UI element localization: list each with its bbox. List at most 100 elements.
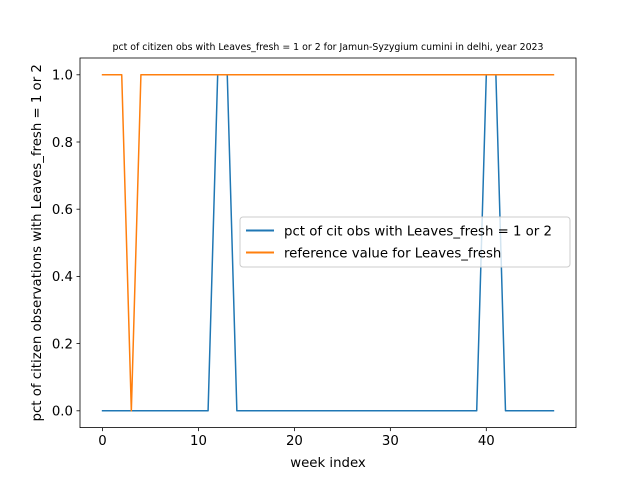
data-point	[476, 410, 478, 412]
data-point	[246, 410, 248, 412]
x-axis-label: week index	[290, 456, 366, 471]
y-tick-label: 0.2	[52, 337, 73, 352]
data-point	[303, 74, 305, 76]
data-point	[361, 410, 363, 412]
data-point	[438, 410, 440, 412]
data-point	[159, 410, 161, 412]
chart-title: pct of citizen obs with Leaves_fresh = 1…	[113, 42, 544, 53]
data-point	[102, 410, 104, 412]
data-point	[236, 74, 238, 76]
data-point	[131, 410, 133, 412]
x-tick-label: 30	[382, 434, 399, 449]
data-point	[361, 74, 363, 76]
data-point	[390, 410, 392, 412]
data-point	[418, 410, 420, 412]
data-point	[188, 410, 190, 412]
data-point	[485, 74, 487, 76]
legend-box	[239, 216, 571, 268]
plot-frame	[79, 57, 577, 429]
data-point	[303, 410, 305, 412]
data-point	[332, 74, 334, 76]
data-point	[399, 74, 401, 76]
data-point	[428, 74, 430, 76]
data-point	[150, 74, 152, 76]
data-point	[553, 74, 555, 76]
data-point	[418, 74, 420, 76]
data-point	[255, 74, 257, 76]
data-point	[111, 410, 113, 412]
data-point	[294, 410, 296, 412]
data-point	[428, 410, 430, 412]
y-tick-label: 0.8	[52, 136, 73, 151]
data-point	[370, 410, 372, 412]
x-tick-label: 0	[98, 434, 106, 449]
x-tick-label: 40	[478, 434, 495, 449]
y-axis-label: pct of citizen observations with Leaves_…	[30, 64, 45, 421]
series-line-1	[101, 74, 555, 412]
data-point	[409, 74, 411, 76]
x-tick-label: 20	[286, 434, 303, 449]
data-point	[380, 74, 382, 76]
data-point	[313, 410, 315, 412]
data-point	[457, 74, 459, 76]
data-point	[476, 74, 478, 76]
legend-label-series-2: reference value for Leaves_fresh	[284, 247, 501, 262]
data-point	[246, 74, 248, 76]
data-point	[102, 74, 104, 76]
data-point	[198, 74, 200, 76]
y-tick-label: 1.0	[52, 69, 73, 84]
data-point	[188, 74, 190, 76]
y-axis-ticks: 0.0 0.2 0.4 0.6 0.8 1.0	[52, 69, 80, 420]
data-point	[332, 410, 334, 412]
data-point	[543, 74, 545, 76]
data-point	[121, 74, 123, 76]
data-point	[169, 410, 171, 412]
data-point	[399, 410, 401, 412]
data-point	[447, 410, 449, 412]
data-point	[265, 410, 267, 412]
data-point	[342, 74, 344, 76]
series-line-2	[101, 74, 555, 412]
data-point	[380, 410, 382, 412]
data-point	[140, 410, 142, 412]
data-point	[533, 74, 535, 76]
data-point	[159, 74, 161, 76]
data-point	[553, 410, 555, 412]
data-point	[207, 410, 209, 412]
data-point	[466, 410, 468, 412]
data-point	[514, 410, 516, 412]
data-point	[178, 410, 180, 412]
data-point	[198, 410, 200, 412]
data-point	[284, 74, 286, 76]
data-point	[217, 74, 219, 76]
data-point	[178, 74, 180, 76]
data-point	[169, 74, 171, 76]
data-point	[447, 74, 449, 76]
data-point	[351, 410, 353, 412]
data-point	[543, 410, 545, 412]
data-point	[438, 74, 440, 76]
data-point	[226, 74, 228, 76]
data-point	[274, 410, 276, 412]
data-point	[351, 74, 353, 76]
data-point	[495, 74, 497, 76]
data-point	[524, 410, 526, 412]
legend-label-series-1: pct of cit obs with Leaves_fresh = 1 or …	[284, 225, 552, 240]
data-point	[150, 410, 152, 412]
data-point	[514, 74, 516, 76]
data-point	[322, 410, 324, 412]
data-point	[265, 74, 267, 76]
y-tick-label: 0.6	[52, 203, 73, 218]
data-point	[255, 410, 257, 412]
data-point	[505, 74, 507, 76]
y-tick-label: 0.4	[52, 270, 73, 285]
data-point	[342, 410, 344, 412]
data-point	[505, 410, 507, 412]
data-point	[207, 74, 209, 76]
data-point	[236, 410, 238, 412]
data-point	[322, 74, 324, 76]
y-tick-label: 0.0	[52, 405, 73, 420]
x-tick-label: 10	[190, 434, 207, 449]
legend: pct of cit obs with Leaves_fresh = 1 or …	[239, 216, 571, 268]
